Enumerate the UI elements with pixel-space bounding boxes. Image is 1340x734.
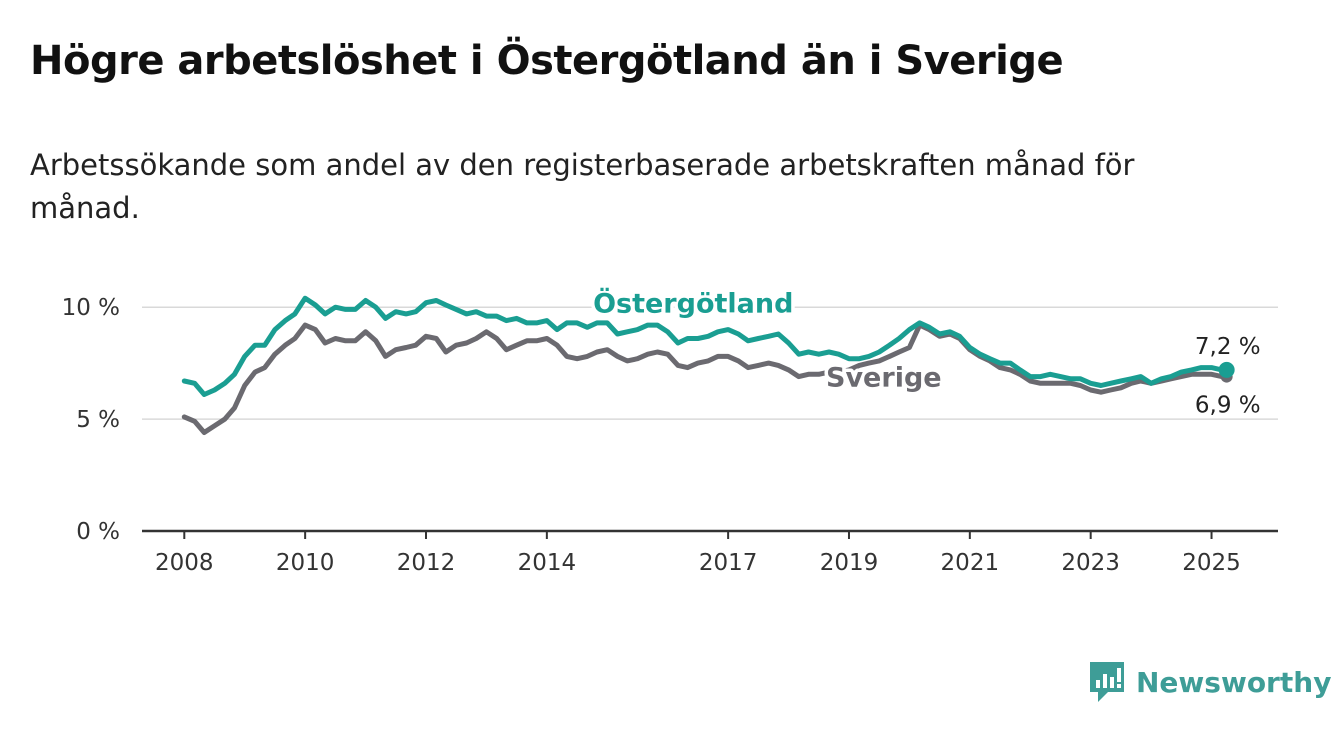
series-labels: Östergötland Sverige 7,2 % 6,9 % [590,283,1261,419]
grid-lines [142,306,1278,420]
x-tick-label: 2014 [518,550,577,576]
series-end-point-ostergotland [1218,361,1235,378]
x-tick-label: 2021 [941,550,1000,576]
x-tick-label: 2010 [276,550,335,576]
series-label-sverige: Sverige [826,363,942,394]
chart-subtitle: Arbetssökande som andel av den registerb… [30,148,1135,225]
x-axis: 2008 2010 2012 2014 2017 2019 2021 2023 2025 [142,529,1278,576]
y-tick-label: 10 % [62,295,120,321]
x-tick-label: 2012 [397,550,456,576]
x-tick-label: 2023 [1061,550,1120,576]
newsworthy-logo-icon [1090,662,1124,702]
y-tick-label: 0 % [76,519,120,545]
brand-logo: Newsworthy [1088,660,1331,704]
x-tick-label: 2025 [1182,550,1241,576]
brand-name: Newsworthy [1136,665,1332,699]
y-tick-label: 5 % [76,407,120,433]
series-lines [181,295,1235,435]
chart-title: Högre arbetslöshet i Östergötland än i S… [30,38,1064,84]
y-axis-ticks: 0 % 5 % 10 % [62,295,120,545]
series-line-ostergotland [181,295,1230,397]
end-value-label-ostergotland: 7,2 % [1195,334,1261,360]
x-tick-label: 2019 [820,550,879,576]
x-tick-label: 2008 [155,550,214,576]
series-line-sverige [181,322,1230,435]
x-tick-label: 2017 [699,550,758,576]
line-chart: 0 %5 %10 % 2008 2010 2012 2014 2017 2019 2021 2… [62,283,1278,576]
end-value-label-sverige: 6,9 % [1195,393,1261,419]
series-label-ostergotland: Östergötland [593,287,793,320]
